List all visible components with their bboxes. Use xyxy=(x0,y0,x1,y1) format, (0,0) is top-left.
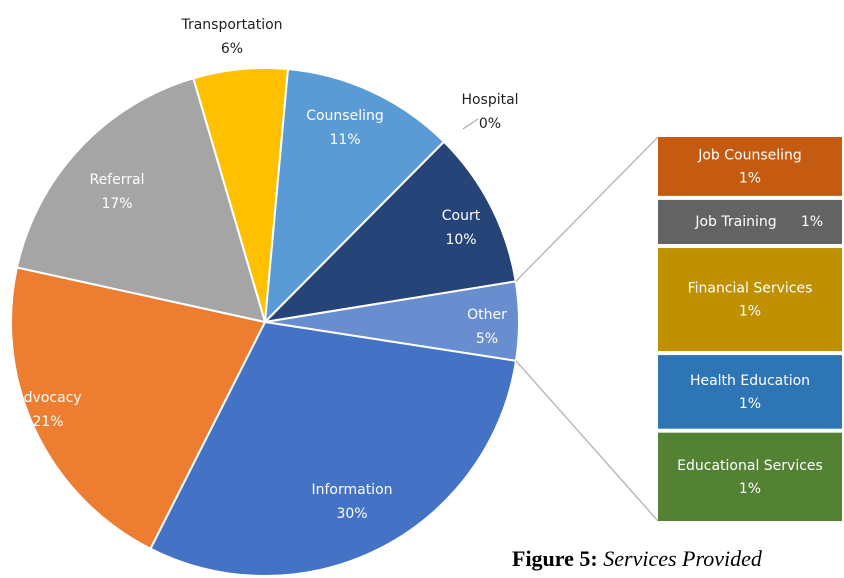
caption-label: Figure 5: xyxy=(512,546,598,571)
breakout-bar xyxy=(658,137,842,196)
breakout-bar xyxy=(658,432,842,521)
caption-text: Services Provided xyxy=(603,546,763,571)
slice-label: Other xyxy=(467,307,507,323)
bar-label: Financial Services xyxy=(688,281,813,297)
slice-value: 17% xyxy=(101,196,132,212)
slice-label: Transportation xyxy=(180,17,282,33)
bar-value: 1% xyxy=(739,481,761,497)
bar-value: 1% xyxy=(739,396,761,412)
slice-label: Hospital xyxy=(461,92,518,108)
bar-value: 1% xyxy=(739,170,761,186)
bar-value: 1% xyxy=(739,304,761,320)
pie-slice xyxy=(263,67,446,325)
breakout-bar xyxy=(658,248,842,352)
slice-value: 21% xyxy=(32,414,63,430)
caption: Figure 5: Services Provided xyxy=(512,546,763,571)
slice-label: Counseling xyxy=(306,108,384,124)
slice-value: 0% xyxy=(479,116,501,132)
slice-label: Information xyxy=(311,482,392,498)
bar-label: Health Education xyxy=(690,373,810,389)
bar-label: Educational Services xyxy=(677,458,823,474)
slice-label: Advocacy xyxy=(14,390,81,406)
breakout-bar xyxy=(658,355,842,429)
pie-slice xyxy=(149,320,518,577)
slice-label: Court xyxy=(442,208,481,224)
bar-label: Job Counseling xyxy=(697,147,802,163)
slice-label: Referral xyxy=(90,172,145,188)
breakout-bar xyxy=(658,199,842,245)
pie-slice xyxy=(10,266,267,551)
connector xyxy=(515,136,659,282)
pie-slice xyxy=(15,77,267,324)
slice-value: 10% xyxy=(445,232,476,248)
slice-value: 30% xyxy=(336,506,367,522)
bar-label: Job Training xyxy=(694,214,776,230)
leader-line xyxy=(462,118,479,130)
slice-value: 5% xyxy=(476,331,498,347)
pie-slice xyxy=(262,140,517,324)
slice-value: 6% xyxy=(221,41,243,57)
connector xyxy=(515,360,659,522)
bar-value: 1% xyxy=(801,214,823,230)
slice-value: 11% xyxy=(329,132,360,148)
